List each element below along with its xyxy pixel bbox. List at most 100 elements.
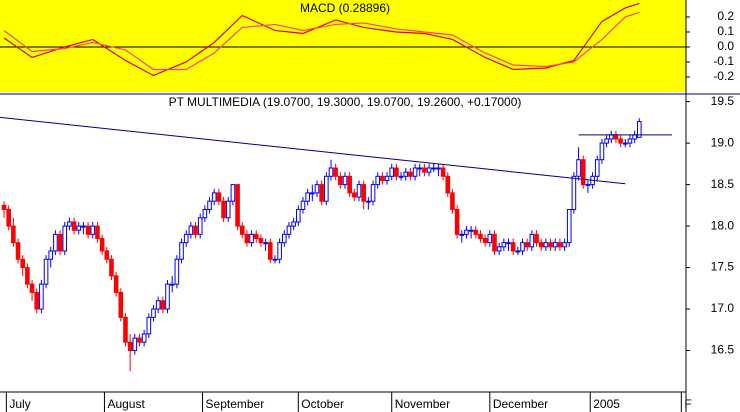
candle-body [361, 184, 366, 202]
candle-body [510, 242, 516, 252]
candle-body [422, 167, 427, 173]
candle-body [15, 242, 21, 260]
y-tick-label: 0.1 [717, 24, 734, 38]
candle-body [576, 159, 581, 177]
candle-body [328, 167, 334, 177]
candle-body [319, 184, 324, 202]
candle-body [137, 337, 142, 343]
candle-body [62, 225, 68, 252]
candle-body [384, 175, 390, 181]
candle-body [398, 175, 404, 178]
candle-body [263, 242, 268, 245]
y-tick-label: 19.5 [711, 94, 735, 108]
candle-body [193, 225, 198, 235]
candle-body [618, 138, 623, 144]
candle-body [426, 167, 432, 173]
candle-body [286, 225, 292, 235]
candle-body [557, 242, 563, 248]
candle-body [221, 200, 226, 219]
candle-body [333, 167, 338, 177]
candle-body [314, 184, 320, 194]
candle-body [67, 221, 72, 227]
candle-body [552, 242, 558, 248]
candle-body [548, 242, 553, 248]
candle-body [81, 225, 86, 228]
candle-body [492, 233, 497, 252]
candle-body [34, 291, 40, 310]
candle-body [281, 233, 287, 244]
candle-body [534, 233, 539, 244]
candle-body [305, 192, 310, 202]
candle-body [627, 138, 633, 144]
panel-background [0, 0, 686, 92]
candle-body [216, 192, 222, 202]
y-tick-label: 0.2 [717, 9, 734, 23]
x-tick-label: July [9, 397, 30, 411]
candle-body [412, 167, 418, 177]
y-tick-label: 16.5 [711, 343, 735, 357]
candle-body [506, 242, 511, 245]
candle-body [380, 175, 385, 181]
candle-body [436, 167, 441, 170]
candle-body [482, 238, 488, 244]
candle-body [146, 316, 152, 335]
candle-body [375, 175, 381, 186]
candle-body [403, 171, 409, 177]
chart-title: PT MULTIMEDIA (19.0700, 19.3000, 19.0700… [169, 95, 522, 109]
candle-body [487, 233, 493, 244]
y-tick-label: 17.5 [711, 260, 735, 274]
candle-body [235, 184, 240, 227]
candle-body [48, 250, 54, 260]
candle-body [6, 208, 11, 227]
candle-body [169, 283, 175, 286]
candle-body [123, 316, 128, 343]
x-tick-label: December [493, 397, 548, 411]
candle-body [408, 171, 413, 177]
candle-body [267, 242, 273, 260]
candle-body [529, 233, 535, 248]
candle-body [202, 208, 208, 219]
candle-body [258, 238, 264, 244]
candle-body [599, 142, 605, 161]
candle-body [501, 242, 507, 248]
x-tick-label: F [684, 397, 691, 411]
candle-body [310, 192, 315, 195]
candle-body [356, 184, 362, 198]
candle-body [389, 167, 395, 177]
candle-body [71, 221, 77, 231]
candle-body [594, 159, 600, 177]
candle-body [57, 233, 63, 252]
candle-body [85, 225, 91, 235]
candle-body [445, 175, 451, 194]
y-tick-label: -0.1 [713, 54, 734, 68]
x-tick-label: 2005 [593, 397, 620, 411]
candle-body [636, 121, 642, 138]
candle-body [459, 233, 465, 236]
candle-body [244, 233, 250, 244]
candle-body [277, 242, 282, 260]
candle-body [11, 225, 16, 244]
candle-body [324, 175, 329, 202]
candle-body [141, 333, 147, 343]
candle-body [211, 192, 217, 202]
candle-body [431, 167, 437, 170]
candle-body [29, 283, 35, 293]
trend-line [0, 116, 626, 185]
candle-body [272, 258, 278, 261]
y-tick-label: 18.0 [711, 218, 735, 232]
x-tick-label: August [107, 397, 145, 411]
candle-body [338, 175, 343, 186]
candle-body [113, 275, 119, 293]
y-tick-label: 17.0 [711, 301, 735, 315]
candle-body [524, 242, 530, 248]
candle-body [225, 200, 231, 219]
candle-body [417, 167, 423, 170]
candle-body [249, 233, 254, 244]
candle-body [562, 242, 567, 248]
candle-body [478, 233, 483, 240]
candle-body [104, 250, 110, 260]
candle-body [43, 258, 49, 285]
candle-body [239, 225, 245, 235]
candle-body [496, 246, 502, 252]
